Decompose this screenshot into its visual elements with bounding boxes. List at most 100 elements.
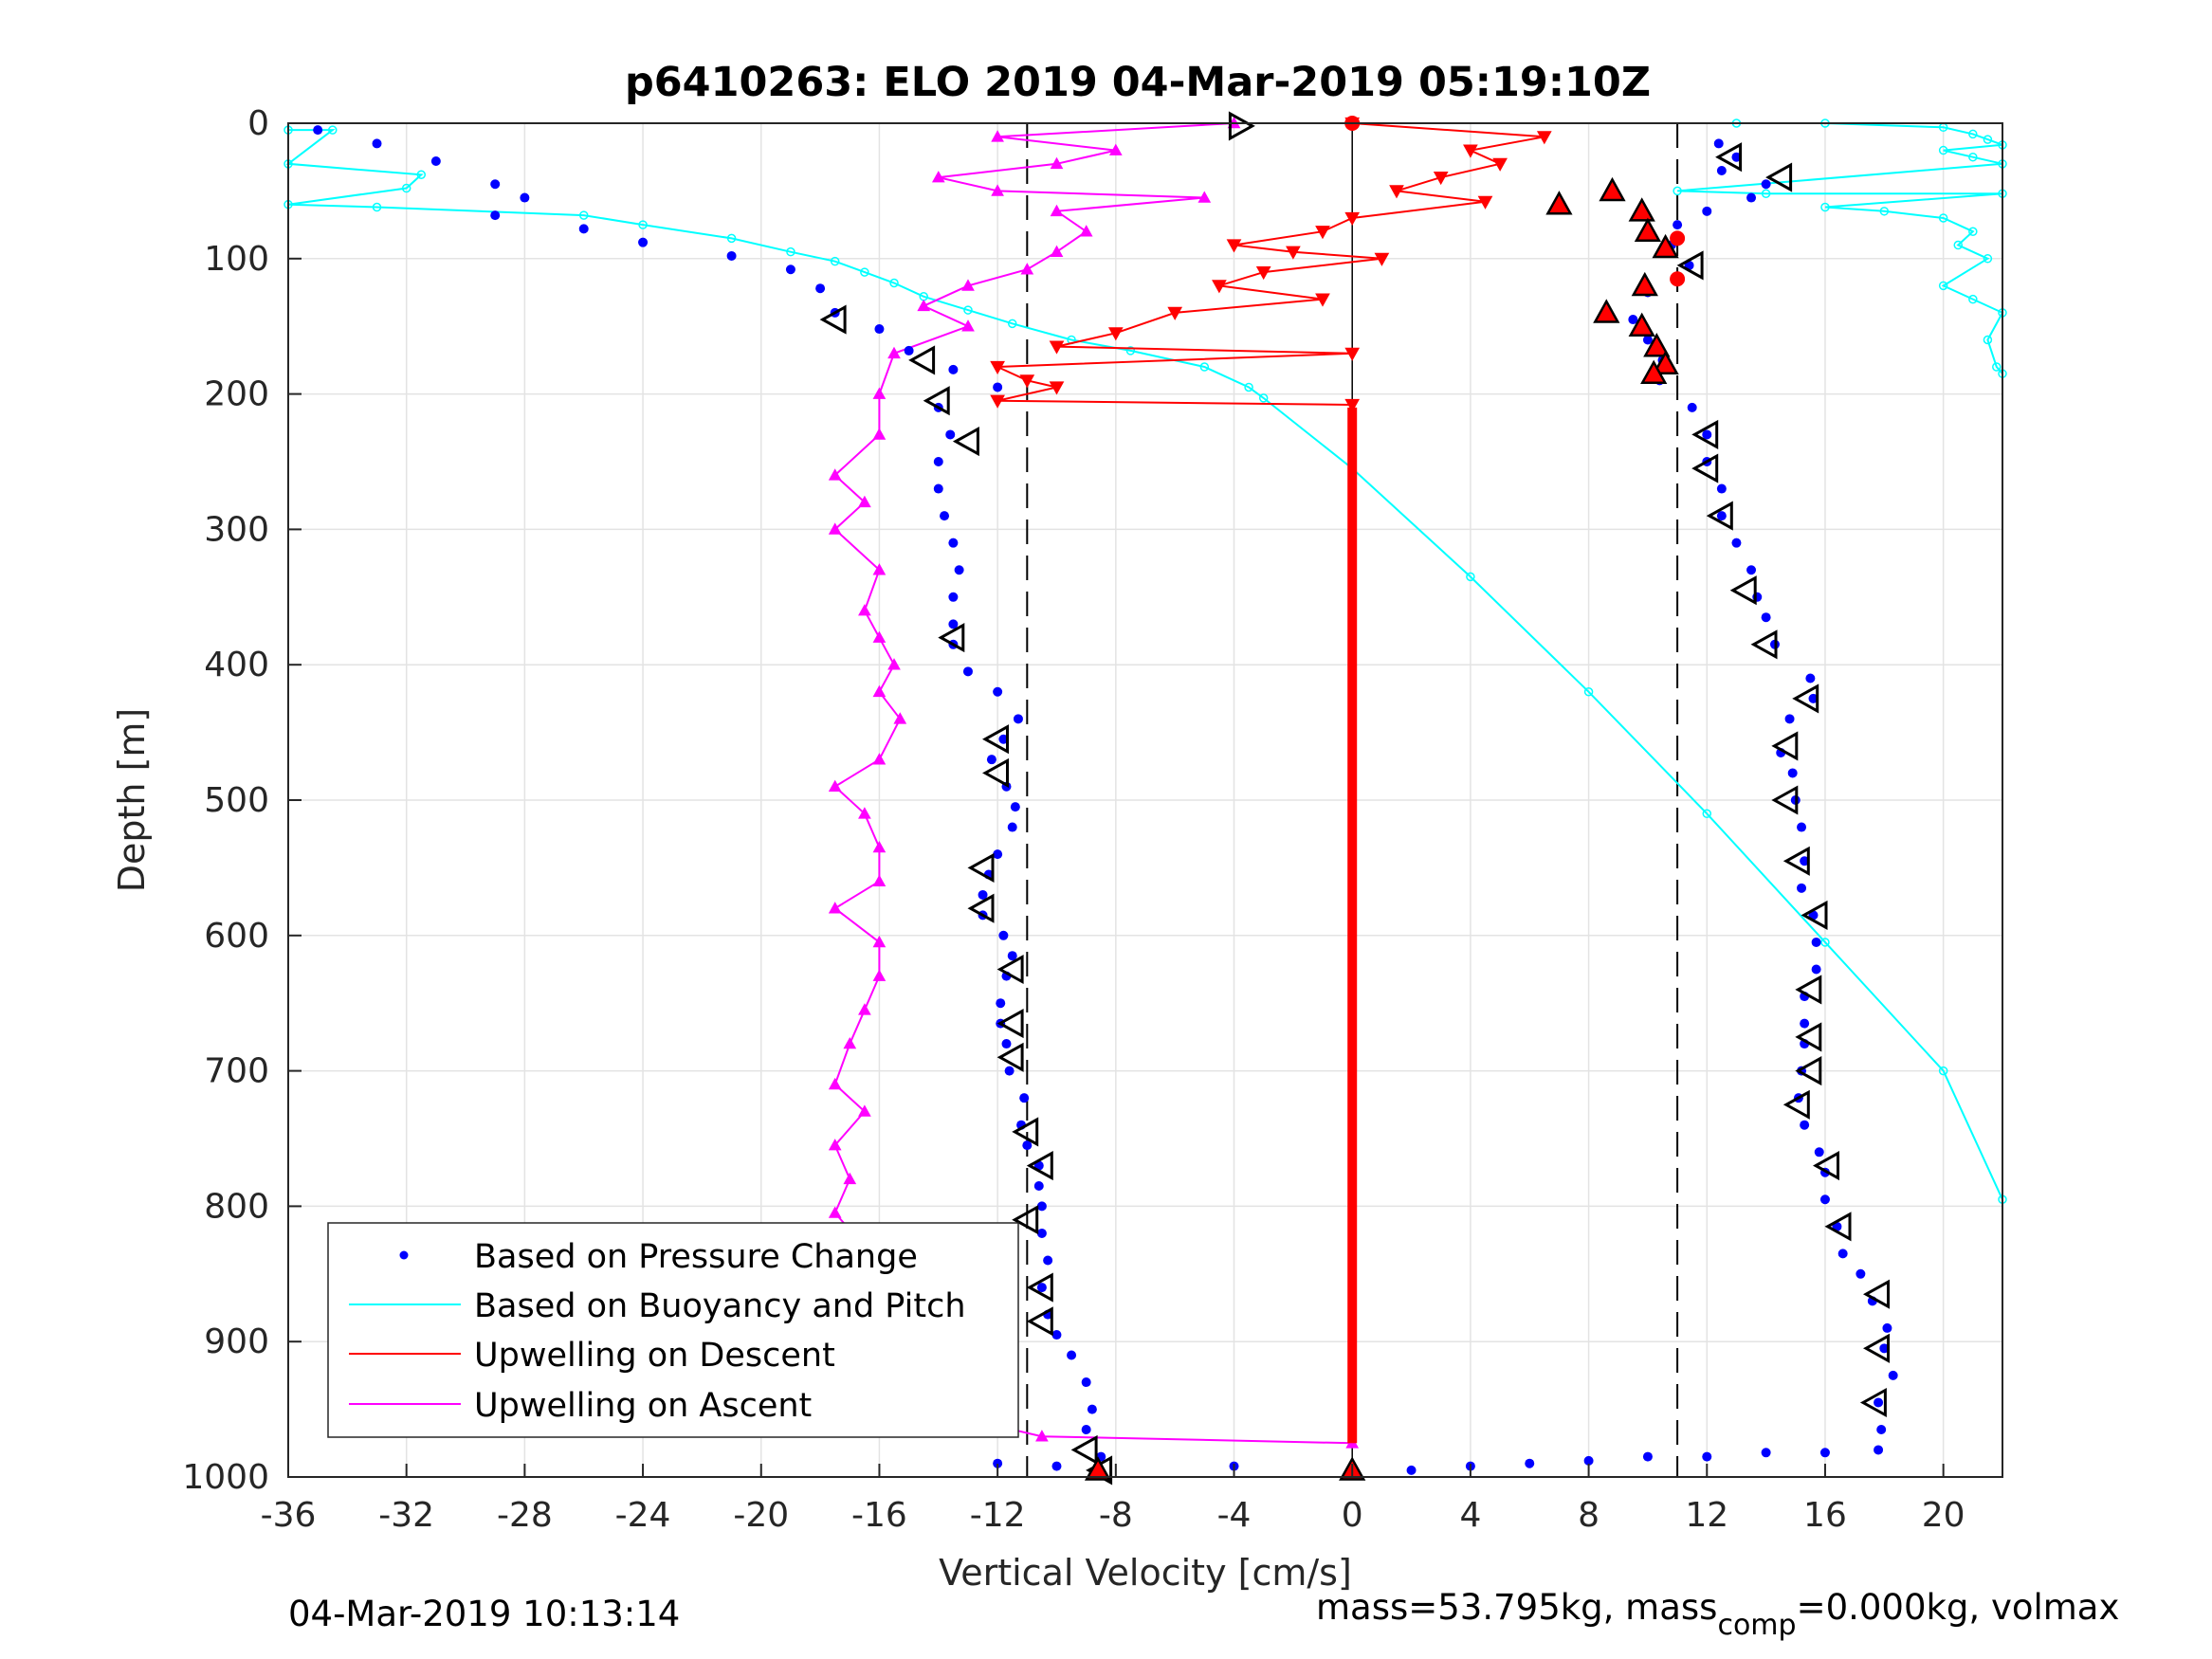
pressure-point [1761,179,1771,190]
pressure-point [1081,1377,1091,1388]
ascent-upwelling-point [843,1036,857,1049]
buoyancy-descent-line [285,129,2003,1200]
ascent-upwelling-point [828,1206,842,1218]
pressure-point [993,1458,1003,1468]
pressure-point [1043,1255,1053,1266]
pressure-point [1525,1458,1535,1468]
black-triangle-marker [996,954,1024,985]
pressure-point [1882,1322,1892,1333]
pressure-point [1716,511,1727,521]
pressure-point [1628,315,1638,325]
black-triangle-marker [1026,1306,1053,1337]
pressure-point [1716,483,1727,494]
pressure-point [1007,951,1017,961]
pressure-point [1033,1180,1044,1191]
pressure-point [1013,714,1023,724]
black-triangle-marker [1782,846,1810,876]
black-triangle-marker [1228,111,1255,141]
ascent-upwelling-point [872,428,887,440]
pressure-point [1642,335,1653,345]
buoyancy-point [1953,240,1963,250]
black-triangle-marker [1824,1212,1852,1242]
pressure-point [1687,402,1697,412]
ascent-upwelling-point [828,1139,842,1151]
red-dot-marker [1670,271,1686,287]
pressure-point [1879,1343,1890,1354]
red-triangle-marker [1631,271,1658,297]
buoyancy-point [1820,202,1830,212]
x-tick-label: 16 [1803,1496,1847,1535]
ascent-upwelling-point [858,1104,871,1117]
descent-upwelling-point [1019,374,1035,389]
x-tick-label: -12 [970,1496,1026,1535]
legend-label-descent: Upwelling on Descent [474,1337,835,1375]
black-triangle-marker [996,1009,1024,1039]
x-tick-label: 4 [1459,1496,1481,1535]
ascent-upwelling-point [828,1077,842,1090]
descent-upwelling-point [1167,306,1183,320]
buoyancy-point [1820,938,1830,947]
pressure-point [1800,1018,1810,1029]
pressure-point [962,666,973,677]
pressure-point [815,283,826,294]
descent-upwelling-point [1389,185,1404,199]
ascent-upwelling-point [887,658,901,670]
buoyancy-point [1968,152,1978,162]
black-triangle-marker [982,724,1009,755]
x-tick-label: 8 [1578,1496,1600,1535]
descent-upwelling-point [1315,293,1330,307]
buoyancy-point [1983,254,1993,264]
black-triangle-marker [1026,1272,1053,1303]
buoyancy-point [1968,129,1978,139]
pressure-point [1642,1451,1653,1462]
black-triangle-marker [1706,501,1733,531]
y-tick-label: 200 [204,375,269,414]
pressure-point [1010,802,1020,812]
ascent-upwelling-point [991,130,1004,142]
pressure-point [1819,1194,1830,1205]
ascent-upwelling-point [858,604,871,616]
pressure-point [1583,1455,1594,1466]
buoyancy-point [1983,135,1993,144]
plot-area [283,111,2007,1486]
descent-upwelling-point [1212,280,1227,294]
black-triangle-marker [1863,1333,1890,1363]
ascent-upwelling-point [1108,143,1123,155]
buoyancy-point [1983,335,1993,345]
pressure-point [1019,1093,1030,1103]
black-triangle-marker [967,852,995,883]
black-triangle-marker [1795,1056,1822,1086]
y-tick-label: 100 [204,240,269,279]
pressure-point [933,483,943,494]
pressure-point [1805,673,1816,684]
pressure-point [372,138,382,149]
descent-upwelling-point [1344,211,1361,227]
pressure-point [933,457,943,466]
black-triangle-marker [1771,731,1799,761]
x-tick-label: -32 [378,1496,434,1535]
pressure-point [1784,714,1795,724]
buoyancy-point [1199,362,1210,372]
black-triangle-marker [952,427,979,457]
black-triangle-marker [1715,142,1743,173]
black-triangle-marker [1012,1205,1039,1235]
ascent-upwelling-point [1079,225,1093,237]
buoyancy-point [1673,186,1682,196]
pressure-point [948,364,959,374]
descent-upwelling-point [1049,340,1065,355]
pressure-point [1051,1330,1062,1340]
pressure-point [945,429,956,440]
ascent-upwelling-point [931,171,945,183]
pressure-point [993,849,1003,860]
pressure-point [490,179,501,190]
black-triangle-marker [1729,575,1757,606]
pressure-point [1874,1445,1884,1455]
descent-upwelling-point [1477,195,1493,210]
red-triangle-marker [1640,359,1668,385]
ascent-upwelling-point [828,522,842,535]
descent-upwelling-point [1255,266,1271,281]
pressure-point [1797,883,1807,893]
pressure-point [1761,612,1771,623]
black-triangle-marker [1750,629,1778,660]
x-tick-label: 0 [1342,1496,1363,1535]
